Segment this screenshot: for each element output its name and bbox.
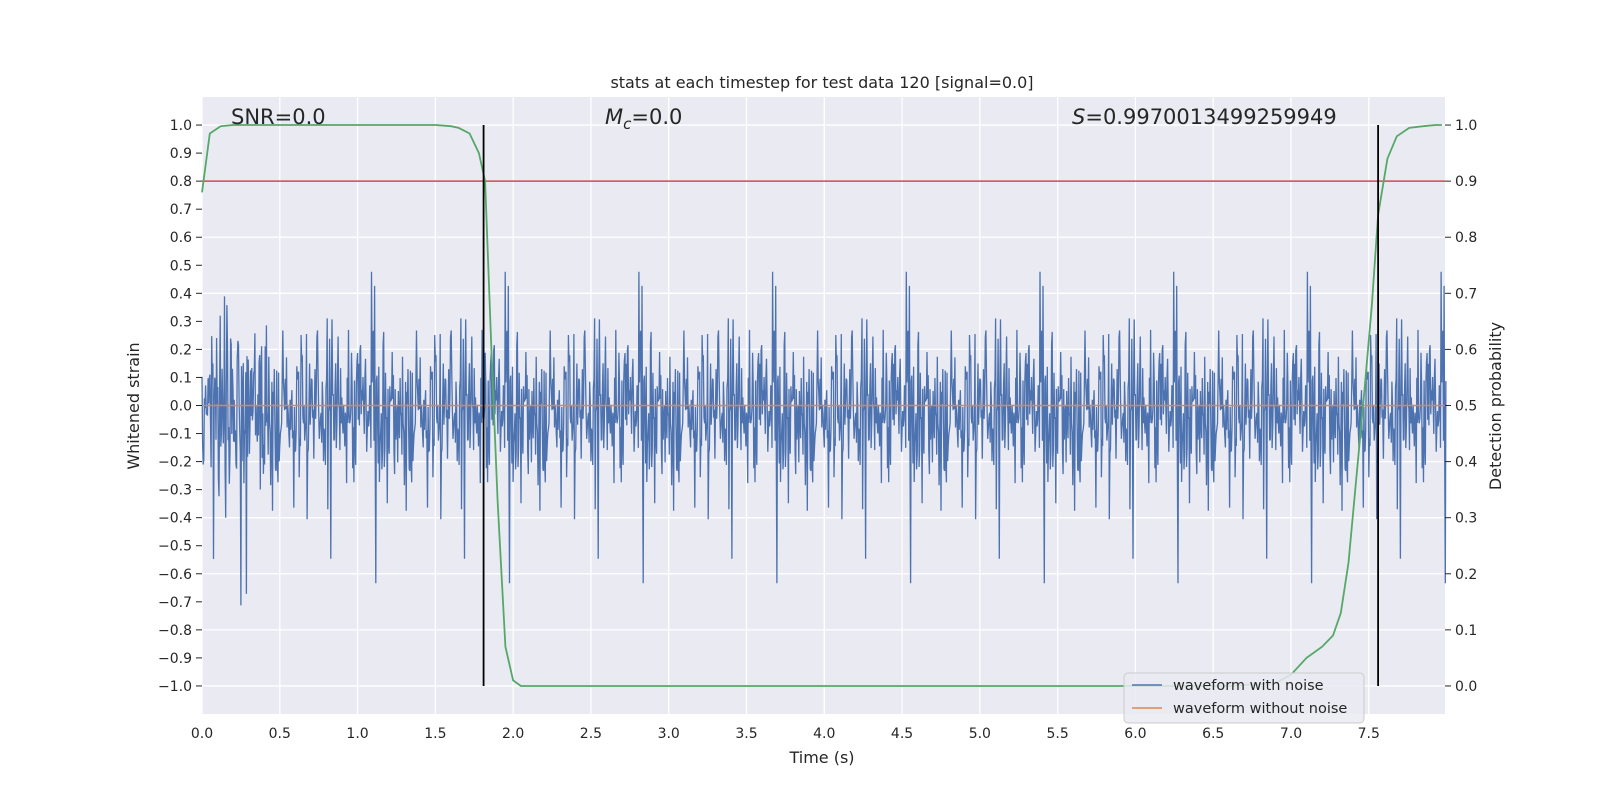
x-axis-label: Time (s) bbox=[788, 748, 854, 767]
y-tick-label: 0.6 bbox=[170, 230, 192, 246]
detection-statistic-value: =0.9970013499259949 bbox=[1085, 105, 1336, 129]
x-tick-label: 4.5 bbox=[891, 726, 913, 742]
y-axis-left: 1.0 0.9 0.8 0.7 0.6 0.5 0.4 0.3 0.2 0.1 0.0 −0.1 −0.… bbox=[158, 118, 202, 695]
y2-tick-label: 0.5 bbox=[1455, 399, 1477, 415]
x-tick-label: 5.5 bbox=[1046, 726, 1068, 742]
overlay-series bbox=[201, 124, 1445, 687]
y-axis-right: 1.0 0.9 0.8 0.7 0.6 0.5 0.4 0.3 0.2 0.1 0.0 bbox=[1445, 118, 1477, 695]
y2-tick-label: 1.0 bbox=[1455, 118, 1477, 134]
detection-probability-line bbox=[201, 124, 1442, 687]
noise-waveform-line bbox=[201, 271, 1447, 606]
y-tick-label: 0.2 bbox=[170, 342, 192, 358]
y-tick-label: −0.7 bbox=[158, 595, 192, 611]
y-tick-label: −0.6 bbox=[158, 567, 192, 583]
legend-label-clean: waveform without noise bbox=[1173, 701, 1347, 717]
y2-tick-label: 0.9 bbox=[1455, 174, 1477, 190]
chirp-mass-value: =0.0 bbox=[631, 105, 682, 129]
y-tick-label: 0.5 bbox=[170, 258, 192, 274]
x-tick-label: 4.0 bbox=[813, 726, 835, 742]
y-tick-label: −0.8 bbox=[158, 623, 192, 639]
y2-tick-label: 0.3 bbox=[1455, 511, 1477, 527]
x-axis: 0.0 0.5 1.0 1.5 2.0 2.5 3.0 3.5 4.0 4.5 5.0 5.5 6.0 6… bbox=[191, 726, 1380, 742]
detection-statistic-symbol: S bbox=[1072, 105, 1085, 129]
y2-tick-label: 0.1 bbox=[1455, 623, 1477, 639]
x-tick-label: 7.5 bbox=[1358, 726, 1380, 742]
legend-box bbox=[1123, 672, 1365, 724]
y-tick-label: −0.9 bbox=[158, 651, 192, 667]
y-tick-label: 1.0 bbox=[170, 118, 192, 134]
legend: waveform with noise waveform without noi… bbox=[1123, 672, 1365, 724]
x-tick-label: 3.0 bbox=[658, 726, 680, 742]
x-tick-label: 6.5 bbox=[1202, 726, 1224, 742]
y-tick-label: −0.2 bbox=[158, 455, 192, 471]
x-tick-label: 5.0 bbox=[969, 726, 991, 742]
detection-statistic-annotation: S=0.9970013499259949 bbox=[1072, 105, 1337, 129]
y2-tick-label: 0.7 bbox=[1455, 286, 1477, 302]
y2-tick-label: 0.8 bbox=[1455, 230, 1477, 246]
y2-tick-label: 0.2 bbox=[1455, 567, 1477, 583]
y2-tick-label: 0.0 bbox=[1455, 679, 1477, 695]
x-tick-label: 1.5 bbox=[424, 726, 446, 742]
x-tick-label: 2.0 bbox=[502, 726, 524, 742]
y-tick-label: 0.7 bbox=[170, 202, 192, 218]
chirp-mass-annotation: Mc=0.0 bbox=[605, 105, 682, 133]
chart-title: stats at each timestep for test data 120… bbox=[610, 73, 1033, 92]
y-tick-label: −0.1 bbox=[158, 427, 192, 443]
y-tick-label: 0.9 bbox=[170, 146, 192, 162]
y-tick-label: 0.0 bbox=[170, 399, 192, 415]
y-tick-label: −0.3 bbox=[158, 483, 192, 499]
y-tick-label: −0.4 bbox=[158, 511, 192, 527]
y-tick-label: 0.1 bbox=[170, 370, 192, 386]
x-tick-label: 0.5 bbox=[269, 726, 291, 742]
x-tick-label: 0.0 bbox=[191, 726, 213, 742]
y2-axis-label: Detection probability bbox=[1486, 322, 1505, 490]
x-tick-label: 7.0 bbox=[1280, 726, 1302, 742]
chirp-mass-subscript: c bbox=[623, 115, 632, 133]
y2-tick-label: 0.6 bbox=[1455, 342, 1477, 358]
y-axis-label: Whitened strain bbox=[124, 342, 143, 469]
y2-tick-label: 0.4 bbox=[1455, 455, 1477, 471]
y-tick-label: 0.4 bbox=[170, 286, 192, 302]
y-tick-label: 0.3 bbox=[170, 314, 192, 330]
y-tick-label: −0.5 bbox=[158, 539, 192, 555]
legend-label-noise: waveform with noise bbox=[1173, 678, 1324, 694]
snr-annotation: SNR=0.0 bbox=[231, 105, 326, 129]
x-tick-label: 6.0 bbox=[1124, 726, 1146, 742]
noise-waveform-series bbox=[201, 271, 1447, 606]
x-tick-label: 1.0 bbox=[346, 726, 368, 742]
x-tick-label: 3.5 bbox=[735, 726, 757, 742]
x-tick-label: 2.5 bbox=[580, 726, 602, 742]
y-tick-label: −1.0 bbox=[158, 679, 192, 695]
y-tick-label: 0.8 bbox=[170, 174, 192, 190]
chirp-mass-symbol: M bbox=[605, 105, 623, 129]
